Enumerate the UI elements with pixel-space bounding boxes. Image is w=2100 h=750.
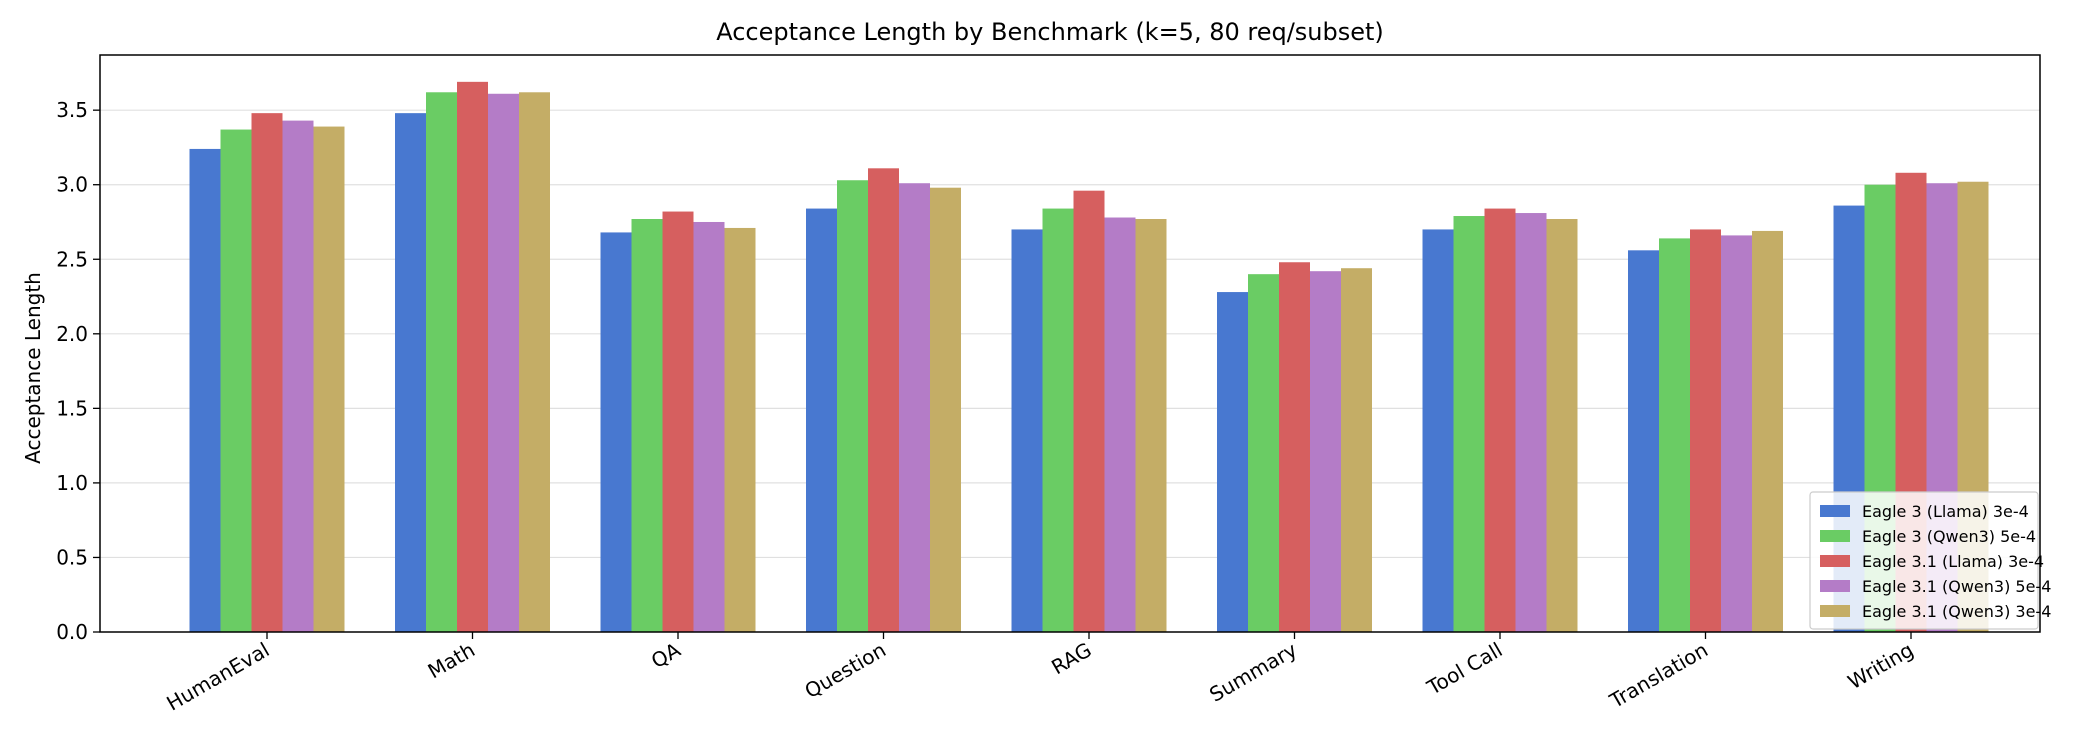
bar-translation-series-0 xyxy=(1628,250,1659,632)
bar-rag-series-3 xyxy=(1104,217,1136,632)
bar-rag-series-2 xyxy=(1073,190,1105,632)
bar-rag-series-0 xyxy=(1011,229,1043,632)
bar-qa-series-2 xyxy=(662,211,694,632)
x-tick-label: Writing xyxy=(1844,638,1918,695)
y-tick-label: 0.0 xyxy=(56,620,88,644)
bar-humaneval-series-4 xyxy=(313,126,345,633)
legend-label: Eagle 3.1 (Qwen3) 5e-4 xyxy=(1862,577,2051,596)
bar-translation-series-2 xyxy=(1690,229,1721,632)
bar-translation-series-1 xyxy=(1659,238,1690,632)
bar-translation-series-3 xyxy=(1721,235,1752,632)
y-axis-label: Acceptance Length xyxy=(21,272,45,464)
bar-qa-series-1 xyxy=(631,219,663,632)
bar-question-series-2 xyxy=(868,168,899,632)
x-tick-label: Tool Call xyxy=(1422,638,1506,701)
y-tick-label: 3.0 xyxy=(56,173,88,197)
bar-math-series-3 xyxy=(488,93,519,633)
legend-swatch xyxy=(1820,530,1850,542)
bar-math-series-0 xyxy=(395,113,426,633)
bar-tool-call-series-3 xyxy=(1515,213,1547,633)
legend-label: Eagle 3.1 (Qwen3) 3e-4 xyxy=(1862,602,2051,621)
bar-rag-series-1 xyxy=(1042,208,1074,632)
x-tick-label: QA xyxy=(647,637,685,673)
bar-qa-series-0 xyxy=(600,232,632,632)
bar-humaneval-series-3 xyxy=(282,120,314,633)
y-tick-label: 2.0 xyxy=(56,322,88,346)
y-tick-label: 3.5 xyxy=(56,98,88,122)
y-tick-label: 1.0 xyxy=(56,471,88,495)
legend-label: Eagle 3 (Llama) 3e-4 xyxy=(1862,502,2029,521)
x-tick-label: RAG xyxy=(1047,638,1095,680)
bar-math-series-2 xyxy=(457,81,488,632)
legend-swatch xyxy=(1820,580,1850,592)
bar-tool-call-series-4 xyxy=(1546,219,1578,632)
bar-humaneval-series-1 xyxy=(220,129,252,633)
bar-question-series-1 xyxy=(837,180,868,633)
x-tick-label: HumanEval xyxy=(162,638,273,716)
x-tick-label: Summary xyxy=(1205,637,1301,706)
y-tick-label: 2.5 xyxy=(56,247,88,271)
bar-summary-series-3 xyxy=(1310,271,1341,632)
legend-label: Eagle 3.1 (Llama) 3e-4 xyxy=(1862,552,2044,571)
bar-question-series-4 xyxy=(930,187,961,633)
bar-tool-call-series-0 xyxy=(1422,229,1454,632)
bar-translation-series-4 xyxy=(1752,230,1783,633)
y-tick-label: 0.5 xyxy=(56,545,88,569)
x-tick-label: Math xyxy=(424,638,479,684)
legend: Eagle 3 (Llama) 3e-4 Eagle 3 (Qwen3) 5e-4… xyxy=(1809,491,2051,630)
plot-frame xyxy=(99,54,2041,633)
bar-math-series-4 xyxy=(519,92,550,632)
bar-rag-series-4 xyxy=(1135,219,1167,632)
bars-layer xyxy=(189,81,1989,633)
legend-box xyxy=(1809,491,2039,630)
legend-swatch xyxy=(1820,605,1850,617)
bar-qa-series-3 xyxy=(693,221,725,633)
bar-tool-call-series-2 xyxy=(1484,208,1516,632)
bar-humaneval-series-0 xyxy=(189,148,221,632)
legend-label: Eagle 3 (Qwen3) 5e-4 xyxy=(1862,527,2036,546)
legend-swatch xyxy=(1820,505,1850,517)
bar-question-series-3 xyxy=(899,183,930,632)
legend-swatch xyxy=(1820,555,1850,567)
bar-qa-series-4 xyxy=(724,227,756,632)
chart-title: Acceptance Length by Benchmark (k=5, 80 … xyxy=(716,18,1384,46)
bar-humaneval-series-2 xyxy=(251,113,283,633)
axes-layer xyxy=(99,54,2041,633)
bar-summary-series-0 xyxy=(1217,292,1248,632)
x-tick-label: Question xyxy=(801,638,890,704)
bar-summary-series-2 xyxy=(1279,262,1310,632)
bar-tool-call-series-1 xyxy=(1453,216,1485,632)
bar-math-series-1 xyxy=(426,92,457,632)
x-tick-label: Translation xyxy=(1605,638,1712,714)
y-tick-label: 1.5 xyxy=(56,396,88,420)
bar-summary-series-1 xyxy=(1248,274,1279,632)
bar-question-series-0 xyxy=(806,208,837,632)
bar-summary-series-4 xyxy=(1341,268,1372,632)
